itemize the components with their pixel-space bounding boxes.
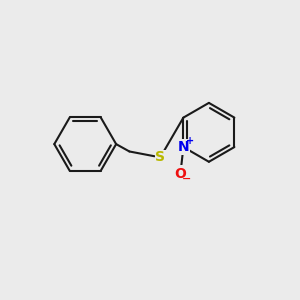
Text: −: − <box>182 174 192 184</box>
Text: N: N <box>178 140 189 154</box>
Text: +: + <box>186 136 194 146</box>
Text: O: O <box>175 167 186 181</box>
Text: S: S <box>155 150 165 164</box>
